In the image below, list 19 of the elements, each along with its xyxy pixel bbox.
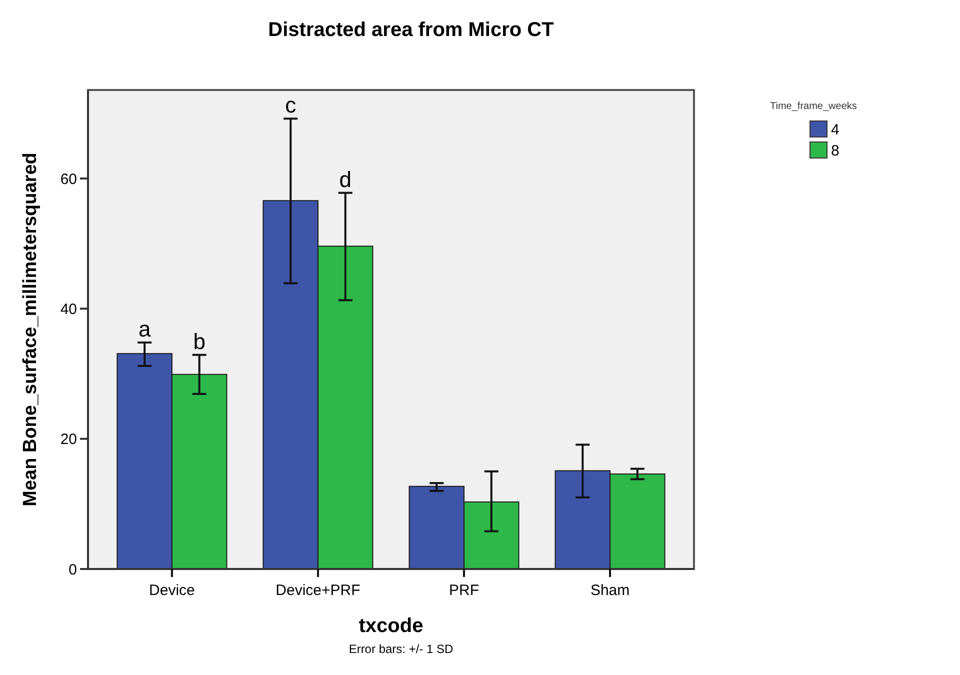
- x-tick-label: Device+PRF: [276, 582, 360, 599]
- x-axis-title: txcode: [358, 615, 424, 637]
- legend-title: Time_frame_weeks: [770, 101, 857, 112]
- annotation: c: [285, 92, 296, 118]
- x-tick-label: Sham: [590, 582, 630, 599]
- y-axis-title: Mean Bone_surface_millimetersquared: [20, 152, 41, 506]
- legend-label: 4: [831, 121, 840, 138]
- annotation: d: [339, 166, 352, 192]
- chart-title: Distracted area from Micro CT: [268, 19, 554, 41]
- y-tick-label: 0: [68, 561, 77, 578]
- annotation: b: [193, 328, 206, 354]
- x-tick-label: PRF: [449, 582, 480, 599]
- x-tick-label: Device: [149, 582, 195, 599]
- text: Error bars: +/- 1 SD: [348, 642, 454, 656]
- annotation: a: [138, 316, 152, 342]
- legend-label: 8: [831, 142, 840, 160]
- y-tick-label: 20: [60, 431, 77, 448]
- y-tick-label: 60: [60, 170, 77, 188]
- y-tick-label: 40: [60, 300, 77, 318]
